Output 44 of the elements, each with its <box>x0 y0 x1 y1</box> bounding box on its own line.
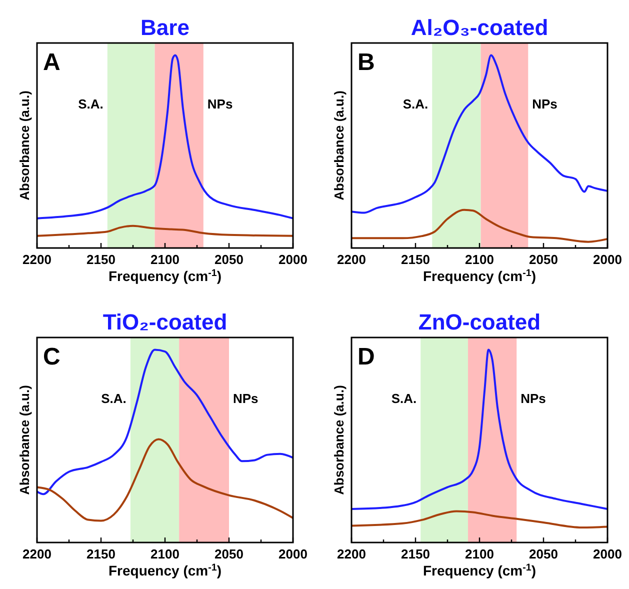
x-tick-label: 2200 <box>22 546 52 562</box>
y-axis-title: Absorbance (a.u.) <box>332 90 346 200</box>
y-axis-title: Absorbance (a.u.) <box>17 385 32 495</box>
x-tick-label: 2150 <box>86 546 116 562</box>
x-tick-label: 2000 <box>278 252 308 267</box>
x-tick-label: 2000 <box>593 546 622 562</box>
annotation: B <box>358 49 375 76</box>
annotation: S.A. <box>101 391 126 406</box>
annotation: S.A. <box>402 96 428 112</box>
x-tick-label: 2100 <box>465 252 494 267</box>
x-tick-label: 2200 <box>337 252 366 267</box>
x-tick-label: 2150 <box>86 252 116 267</box>
chart-title: ZnO-coated <box>418 310 541 334</box>
x-tick-label: 2100 <box>150 252 180 267</box>
annotation: C <box>43 344 60 370</box>
x-tick-label: 2150 <box>401 546 430 562</box>
x-tick-label: 2050 <box>529 546 558 562</box>
x-axis-title: Frequency (cm$^{-1}$) <box>108 562 222 578</box>
x-tick-label: 2100 <box>465 546 494 562</box>
x-tick-label: 2150 <box>401 252 430 267</box>
x-tick-label: 2100 <box>150 546 180 562</box>
annotation: NPs <box>207 96 233 112</box>
x-tick-label: 2200 <box>22 252 52 267</box>
annotation: S.A. <box>391 391 417 406</box>
chart-title: TiO₂-coated <box>102 310 228 334</box>
chart-title: Al₂O₃-coated <box>410 15 548 40</box>
x-tick-label: 2050 <box>214 252 244 267</box>
x-tick-label: 2000 <box>593 252 622 267</box>
x-tick-label: 2050 <box>214 546 244 562</box>
x-axis-title: Frequency (cm$^{-1}$) <box>423 562 536 578</box>
annotation: NPs <box>520 391 546 406</box>
annotation: NPs <box>532 96 558 112</box>
x-tick-label: 2000 <box>278 546 308 562</box>
x-axis-title: Frequency (cm$^{-1}$) <box>423 268 536 284</box>
annotation: NPs <box>233 391 258 406</box>
annotation: A <box>43 49 60 76</box>
x-axis-title: Frequency (cm$^{-1}$) <box>108 268 222 284</box>
chart-title: Bare <box>140 15 190 40</box>
x-tick-label: 2200 <box>337 546 366 562</box>
annotation: D <box>358 344 375 370</box>
y-axis-title: Absorbance (a.u.) <box>17 90 32 200</box>
y-axis-title: Absorbance (a.u.) <box>332 385 346 495</box>
annotation: S.A. <box>78 96 104 112</box>
x-tick-label: 2050 <box>529 252 558 267</box>
